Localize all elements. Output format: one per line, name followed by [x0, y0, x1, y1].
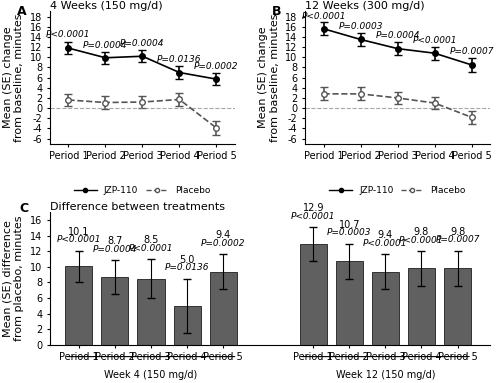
Legend: JZP-110, Placebo: JZP-110, Placebo: [326, 182, 470, 199]
Text: P=0.0007: P=0.0007: [450, 47, 494, 56]
Y-axis label: Mean (SE) difference
from placebo, minutes: Mean (SE) difference from placebo, minut…: [3, 216, 24, 341]
Text: P=0.0136: P=0.0136: [165, 264, 210, 272]
Text: 10.1: 10.1: [68, 227, 90, 237]
Text: 9.4: 9.4: [216, 231, 230, 241]
Text: P<0.0001: P<0.0001: [412, 36, 457, 44]
Bar: [408, 268, 435, 345]
Text: P<0.0001: P<0.0001: [46, 31, 90, 39]
Text: P<0.0001: P<0.0001: [399, 236, 444, 245]
Bar: [336, 262, 363, 345]
Text: Difference between treatments: Difference between treatments: [50, 202, 225, 212]
Text: 5.0: 5.0: [180, 255, 194, 265]
Bar: [210, 272, 236, 345]
Text: B: B: [272, 5, 281, 18]
Text: 12 Weeks (300 mg/d): 12 Weeks (300 mg/d): [305, 1, 425, 11]
Legend: JZP-110, Placebo: JZP-110, Placebo: [70, 182, 215, 199]
Bar: [300, 244, 327, 345]
Text: P=0.0003: P=0.0003: [327, 228, 372, 237]
Text: 9.4: 9.4: [378, 231, 393, 241]
Text: P<0.0001: P<0.0001: [56, 236, 101, 244]
Text: 9.8: 9.8: [414, 228, 429, 237]
Text: 12.9: 12.9: [302, 203, 324, 213]
Text: 9.8: 9.8: [450, 227, 465, 237]
Text: P=0.0004: P=0.0004: [83, 41, 128, 50]
Bar: [138, 278, 164, 345]
Bar: [102, 277, 128, 345]
Text: P<0.0001: P<0.0001: [363, 239, 408, 248]
Bar: [372, 272, 399, 345]
Text: 8.5: 8.5: [144, 235, 158, 245]
Bar: [444, 268, 471, 345]
Text: Week 12 (150 mg/d): Week 12 (150 mg/d): [336, 370, 435, 380]
Text: A: A: [16, 5, 26, 18]
Text: P=0.0003: P=0.0003: [338, 22, 383, 31]
Text: P<0.0001: P<0.0001: [291, 212, 336, 221]
Text: P=0.0002: P=0.0002: [201, 239, 246, 248]
Text: 8.7: 8.7: [107, 236, 122, 246]
Bar: [66, 266, 92, 345]
Text: P=0.0004: P=0.0004: [120, 39, 164, 48]
Text: P=0.0004: P=0.0004: [376, 31, 420, 40]
Text: 4 Weeks (150 mg/d): 4 Weeks (150 mg/d): [50, 1, 162, 11]
Text: C: C: [19, 202, 28, 215]
Text: 10.7: 10.7: [338, 219, 360, 229]
Text: P=0.0002: P=0.0002: [194, 62, 238, 71]
Text: P=0.0007: P=0.0007: [436, 236, 480, 244]
Bar: [174, 306, 201, 345]
Y-axis label: Mean (SE) change
from baseline, minutes: Mean (SE) change from baseline, minutes: [258, 13, 280, 142]
Text: P<0.0001: P<0.0001: [128, 244, 173, 253]
Text: P=0.0004: P=0.0004: [92, 245, 137, 254]
Text: Week 4 (150 mg/d): Week 4 (150 mg/d): [104, 370, 198, 380]
Text: P<0.0001: P<0.0001: [302, 11, 346, 21]
Y-axis label: Mean (SE) change
from baseline, minutes: Mean (SE) change from baseline, minutes: [3, 13, 24, 142]
Text: P=0.0136: P=0.0136: [157, 55, 202, 64]
